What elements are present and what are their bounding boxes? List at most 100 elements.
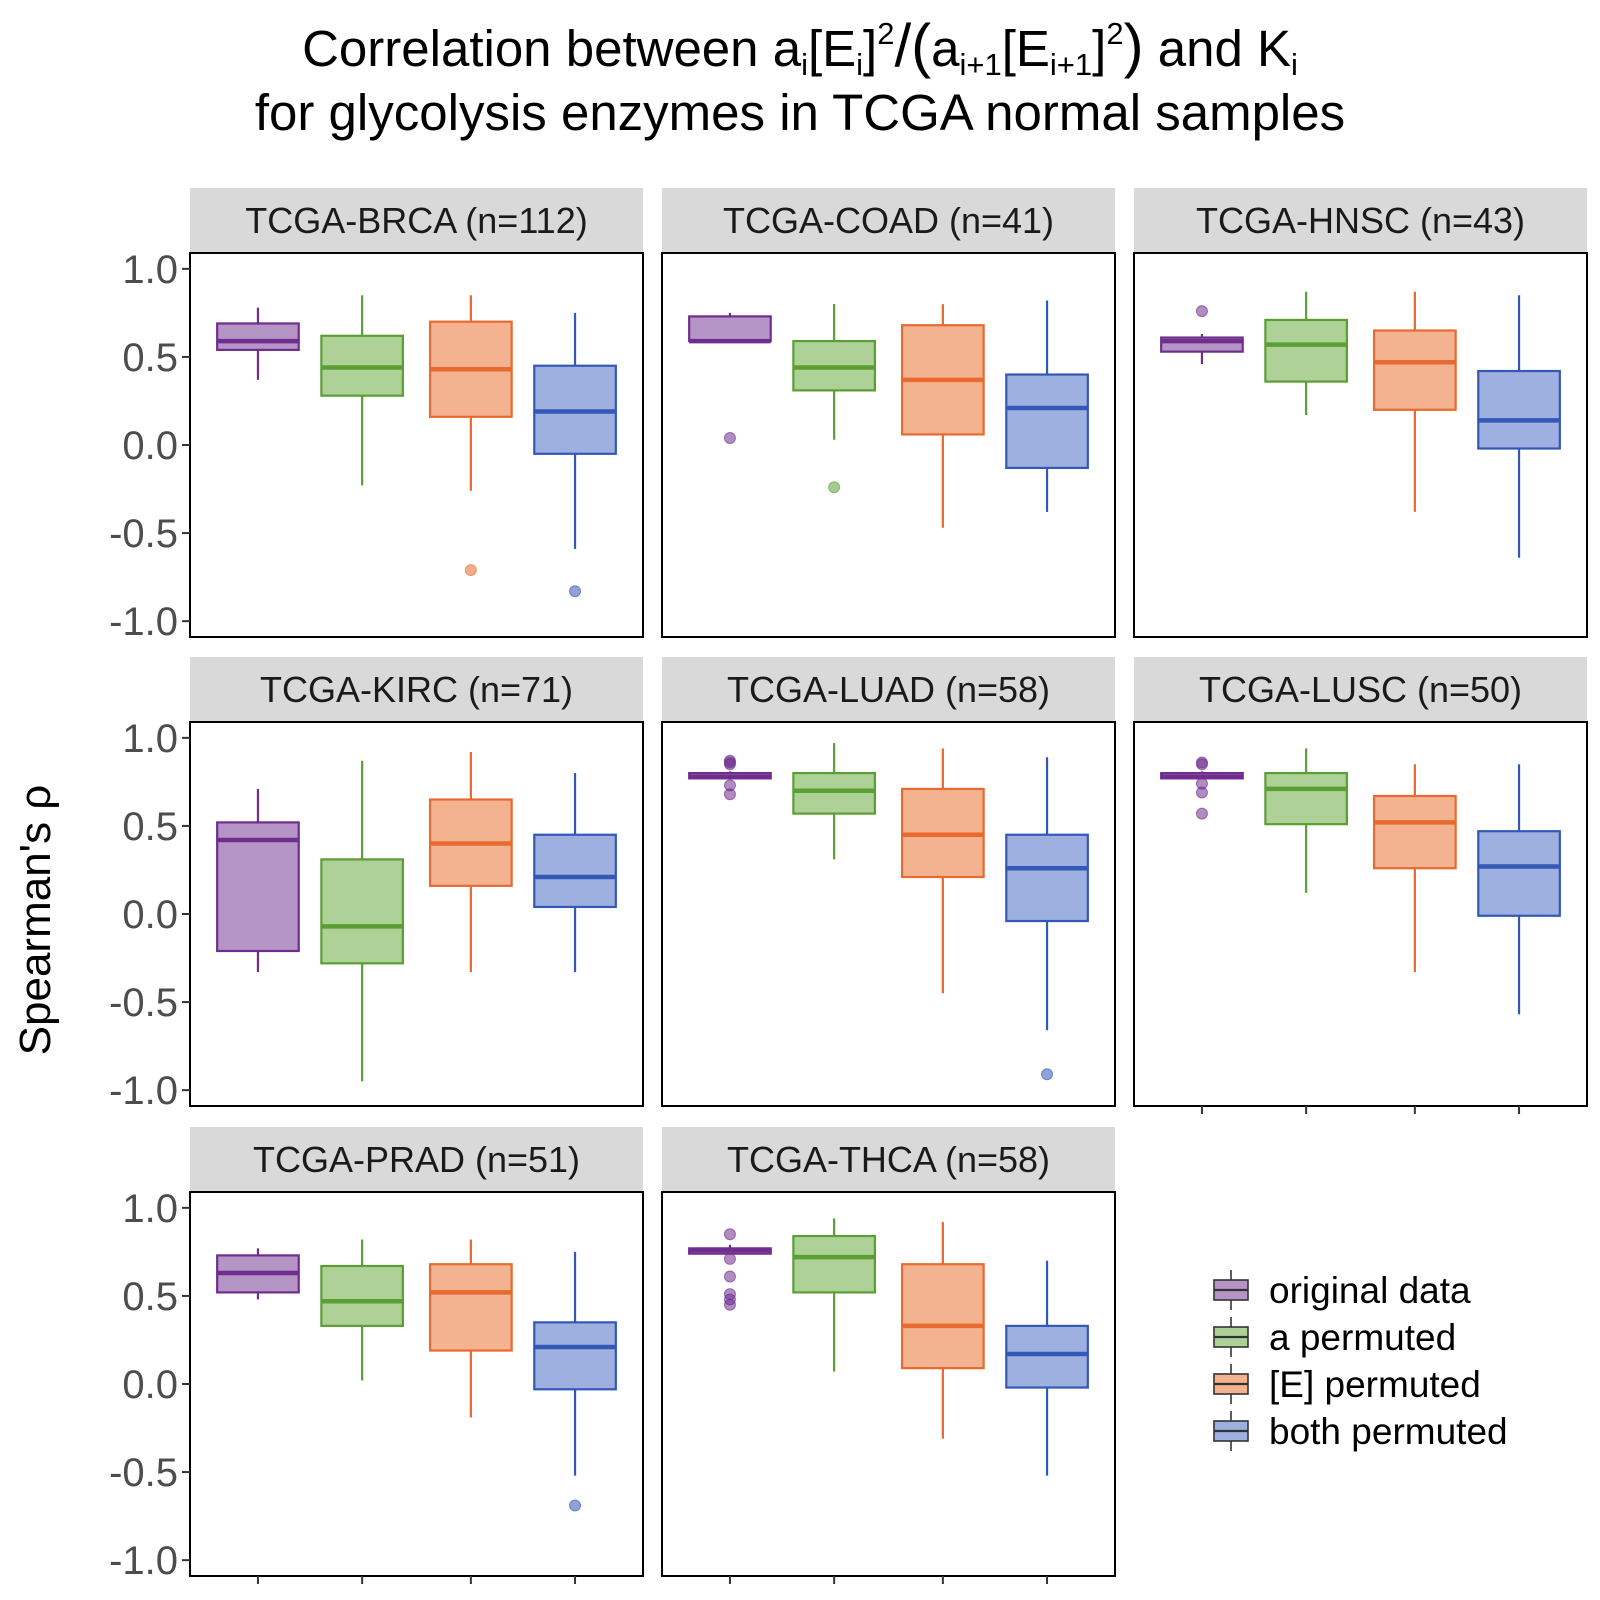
box-original-data	[216, 788, 300, 973]
box-iqr	[216, 322, 300, 351]
outlier-point	[569, 1499, 582, 1512]
legend-label: [E] permuted	[1269, 1364, 1481, 1405]
box-both-permuted	[533, 1251, 617, 1512]
box-both-permuted	[533, 773, 617, 973]
chart-title: Correlation between ai[Ei]2/(ai+1[Ei+1]2…	[0, 14, 1600, 145]
y-tick-label: 0.5	[122, 1275, 178, 1319]
y-tick-label: 1.0	[122, 248, 178, 292]
y-tick-label: -1.0	[109, 600, 178, 644]
panel-strip-label: TCGA-KIRC (n=71)	[260, 669, 573, 710]
legend-label: a permuted	[1269, 1317, 1456, 1358]
box-original-data	[216, 307, 300, 380]
box-a-permuted	[792, 304, 877, 494]
box-iqr	[216, 821, 300, 953]
outlier-point	[723, 788, 736, 801]
legend-item: [E] permuted	[1213, 1364, 1481, 1405]
y-tick-label: 1.0	[122, 1187, 178, 1231]
box-a-permuted	[320, 760, 405, 1082]
box-original-data	[688, 754, 772, 801]
outlier-point	[723, 1252, 736, 1265]
panel-strip-label: TCGA-LUAD (n=58)	[727, 669, 1050, 710]
box-original-data	[1160, 305, 1244, 364]
panel-strip	[1134, 657, 1587, 721]
facet-panels: TCGA-BRCA (n=112) -1.0 -0.5 0.0 0.5 1.0 TCGA-C…	[109, 188, 1588, 1584]
legend-item: original data	[1213, 1270, 1471, 1311]
box-a-permuted	[792, 743, 877, 860]
legend-label: original data	[1269, 1270, 1471, 1311]
outlier-point	[723, 431, 736, 444]
panel-strip-label: TCGA-LUSC (n=50)	[1199, 669, 1522, 710]
box-iqr	[1477, 369, 1561, 450]
box-both-permuted	[533, 312, 617, 598]
box-original-data	[688, 312, 772, 444]
box-iqr	[320, 858, 405, 965]
outlier-point	[1195, 758, 1208, 771]
title-line-2: for glycolysis enzymes in TCGA normal sa…	[254, 84, 1346, 141]
box--e-permuted	[900, 304, 985, 528]
outlier-point	[1195, 807, 1208, 820]
outlier-point	[1041, 1068, 1054, 1081]
box-iqr	[428, 1263, 513, 1352]
box-iqr	[1005, 1324, 1089, 1389]
box-both-permuted	[1005, 300, 1089, 512]
box-original-data	[1160, 756, 1244, 820]
y-tick-label: 0.0	[122, 424, 178, 468]
box-iqr	[533, 833, 617, 909]
box-a-permuted	[320, 295, 405, 486]
box-both-permuted	[1005, 757, 1089, 1081]
box-iqr	[1264, 771, 1349, 826]
box--e-permuted	[1372, 764, 1457, 973]
panel-8: TCGA-THCA (n=58)	[661, 1127, 1116, 1584]
y-tick-label: 0.0	[122, 893, 178, 937]
panel-strip	[662, 657, 1115, 721]
panel-5: TCGA-LUAD (n=58)	[661, 657, 1116, 1107]
y-tick-label: 0.5	[122, 336, 178, 380]
outlier-point	[723, 1298, 736, 1311]
outlier-point	[1195, 786, 1208, 799]
outlier-point	[569, 585, 582, 598]
box-iqr	[900, 1263, 985, 1370]
y-tick-label: 1.0	[122, 717, 178, 761]
box-iqr	[792, 771, 877, 815]
panel-strip-label: TCGA-THCA (n=58)	[727, 1139, 1050, 1180]
box-iqr	[792, 1234, 877, 1294]
panel-strip	[662, 188, 1115, 252]
y-tick-label: -0.5	[109, 981, 178, 1025]
box-iqr	[533, 1321, 617, 1391]
panel-strip	[190, 1127, 643, 1191]
box-a-permuted	[320, 1239, 405, 1381]
y-tick-label: -0.5	[109, 1451, 178, 1495]
legend-label: both permuted	[1269, 1411, 1508, 1452]
outlier-point	[1195, 305, 1208, 318]
box-a-permuted	[1264, 748, 1349, 893]
box-iqr	[688, 315, 772, 343]
panel-strip-label: TCGA-PRAD (n=51)	[253, 1139, 580, 1180]
panel-7: TCGA-PRAD (n=51) -1.0 -0.5 0.0 0.5 1.0	[109, 1127, 644, 1584]
y-tick-label: 0.5	[122, 805, 178, 849]
y-tick-label: -1.0	[109, 1069, 178, 1113]
outlier-point	[828, 481, 841, 494]
box-both-permuted	[1477, 764, 1561, 1015]
box-iqr	[1005, 833, 1089, 923]
box-a-permuted	[1264, 291, 1349, 416]
box-both-permuted	[1005, 1260, 1089, 1476]
panel-strip	[190, 188, 643, 252]
panel-strip	[1134, 188, 1587, 252]
outlier-point	[464, 564, 477, 577]
panel-2: TCGA-COAD (n=41)	[661, 188, 1116, 638]
panel-1: TCGA-BRCA (n=112) -1.0 -0.5 0.0 0.5 1.0	[109, 188, 644, 644]
box-iqr	[1005, 373, 1089, 469]
panel-strip-label: TCGA-BRCA (n=112)	[245, 200, 587, 241]
box-iqr	[1477, 830, 1561, 917]
box-iqr	[1372, 329, 1457, 411]
legend: original data a permuted [E] permuted both …	[1213, 1270, 1508, 1452]
panel-strip	[662, 1127, 1115, 1191]
panel-4: TCGA-KIRC (n=71) -1.0 -0.5 0.0 0.5 1.0	[109, 657, 644, 1113]
box--e-permuted	[1372, 291, 1457, 512]
panel-strip-label: TCGA-HNSC (n=43)	[1196, 200, 1525, 241]
box--e-permuted	[428, 295, 513, 577]
y-tick-label: -1.0	[109, 1539, 178, 1583]
box-original-data	[688, 1228, 772, 1311]
legend-item: both permuted	[1213, 1411, 1508, 1452]
